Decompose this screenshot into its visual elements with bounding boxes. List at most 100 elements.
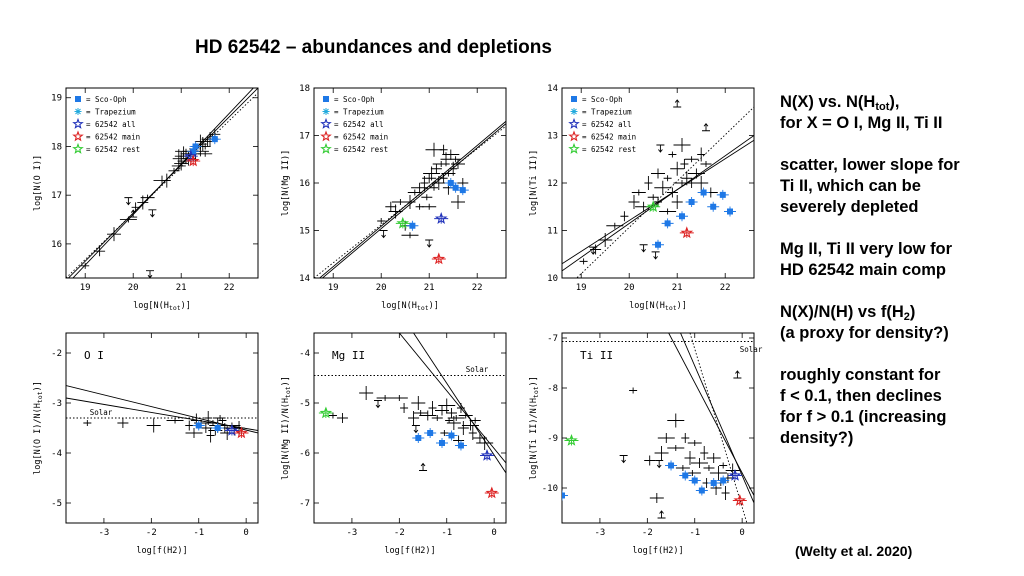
data-point-cross [468, 426, 477, 440]
data-point-cross [117, 418, 129, 428]
hd-main-star [485, 486, 498, 499]
data-point-cross [667, 413, 685, 428]
x-tick-label: 21 [176, 283, 187, 293]
hd-main-star-errorbar [234, 428, 249, 438]
data-point-cross [107, 227, 121, 242]
sco-oph-point [195, 422, 202, 429]
legend-marker-star [320, 117, 332, 129]
data-point-cross [404, 195, 416, 209]
x-axis-label: log[f(H2)] [632, 546, 683, 556]
data-point-cross [185, 428, 203, 438]
hd-main-star [432, 252, 446, 265]
x-axis-label: log[N(Htot)] [133, 301, 191, 312]
legend-label: = Trapezium [334, 108, 384, 117]
x-axis-label: log[N(Htot)] [629, 301, 687, 312]
hd-all-star-errorbar [480, 450, 495, 461]
data-point-cross [666, 187, 678, 198]
sco-oph-point [710, 203, 717, 210]
x-tick-label: -1 [441, 528, 452, 538]
hd-rest-star [319, 406, 333, 419]
fit-line [680, 333, 754, 504]
sco-oph-point [700, 189, 707, 196]
data-point-cross [432, 161, 450, 167]
y-tick-label: 15 [299, 227, 310, 237]
data-point-cross [451, 195, 465, 209]
x-tick-label: 0 [739, 528, 744, 538]
chart-svg: 19 20 21 22 16 17 18 19 log[N(Htot)] log[N(O I)] =… [33, 87, 259, 312]
data-point-cross [631, 189, 646, 196]
hd-rest-star [565, 433, 578, 446]
data-point-cross [413, 410, 428, 416]
hd-main-star-errorbar [679, 227, 694, 238]
y-tick-label: -5 [51, 499, 62, 509]
upper-limit-marker [374, 400, 382, 409]
data-point-cross [690, 458, 708, 468]
data-point-cross [376, 395, 394, 401]
x-axis-label: log[N(Htot)] [381, 301, 439, 312]
sco-oph-point [719, 191, 726, 198]
legend-marker-sco-oph [323, 96, 329, 102]
hd-main-star [680, 226, 694, 239]
lower-limit-marker [673, 99, 682, 108]
sco-oph-point [457, 442, 464, 449]
data-point-cross [670, 161, 685, 176]
x-tick-label: -1 [193, 528, 204, 538]
data-point-cross [439, 173, 448, 184]
sco-oph-point [192, 143, 199, 150]
x-tick-label: 20 [128, 283, 139, 293]
y-tick-label: -7 [299, 499, 310, 509]
legend-label: = 62542 main [86, 133, 140, 142]
chart-oi-depletion: -3 -2 -1 0 -5 -4 -3 -2 log[f(H2)] log[N(O I)/N(Ht… [18, 320, 268, 565]
y-tick-label: 14 [299, 274, 310, 284]
lower-limit-marker [657, 510, 666, 519]
data-point-cross [388, 204, 403, 219]
hd-main-star-errorbar [431, 254, 446, 264]
data-point-cross [458, 412, 473, 419]
sco-oph-point [190, 148, 197, 155]
y-axis-label: log[N(Ti II)] [529, 150, 539, 217]
data-point-cross [401, 232, 419, 239]
sco-oph-point [562, 492, 565, 499]
sco-oph-errorbar [562, 490, 568, 501]
data-point-cross [168, 167, 180, 174]
data-point-cross [675, 465, 690, 471]
legend-marker-star [72, 130, 84, 142]
data-point-cross [606, 222, 624, 229]
slide-title: HD 62542 – abundances and depletions [195, 37, 552, 58]
data-point-cross [94, 246, 106, 257]
y-tick-label: 12 [547, 179, 558, 189]
x-tick-label: 0 [243, 528, 248, 538]
legend-label: = 62542 rest [582, 145, 636, 154]
x-tick-label: -2 [394, 528, 405, 538]
data-point-cross [421, 194, 433, 201]
sco-oph-point [447, 180, 454, 186]
sco-oph-point [698, 487, 705, 494]
data-point-cross [83, 420, 92, 426]
y-tick-label: 19 [51, 94, 62, 104]
chart-svg: 19 20 21 22 10 11 12 13 14 log[N(Htot)] log[N(Ti I… [529, 84, 755, 312]
y-axis-label: log[N(Ti II)/N(Htot)] [529, 376, 540, 480]
data-point-cross [709, 466, 727, 480]
data-point-cross [671, 195, 683, 209]
hd-all-star [184, 149, 198, 162]
sco-oph-point [459, 187, 466, 194]
x-tick-label: 19 [576, 283, 587, 293]
hd-main-star [733, 493, 746, 506]
x-tick-label: -1 [689, 528, 700, 538]
data-point-cross [620, 211, 629, 222]
plot-area [66, 385, 258, 443]
upper-limit-marker [148, 209, 157, 218]
hd-main-star [186, 154, 200, 167]
legend-marker-star [72, 142, 84, 154]
y-tick-label: -9 [547, 434, 558, 444]
data-point-cross [328, 412, 337, 419]
note-mg-ti-low: Mg II, Ti II very low for HD 62542 main … [780, 240, 953, 279]
data-point-cross [140, 194, 155, 201]
notes-panel: N(X) vs. N(Htot), for X = O I, Mg II, Ti… [780, 92, 1020, 470]
hd-main-star-errorbar [186, 156, 201, 167]
plot-area [562, 333, 754, 523]
data-point-cross [706, 453, 721, 463]
data-point-cross [419, 410, 437, 421]
sco-oph-point [415, 435, 422, 441]
